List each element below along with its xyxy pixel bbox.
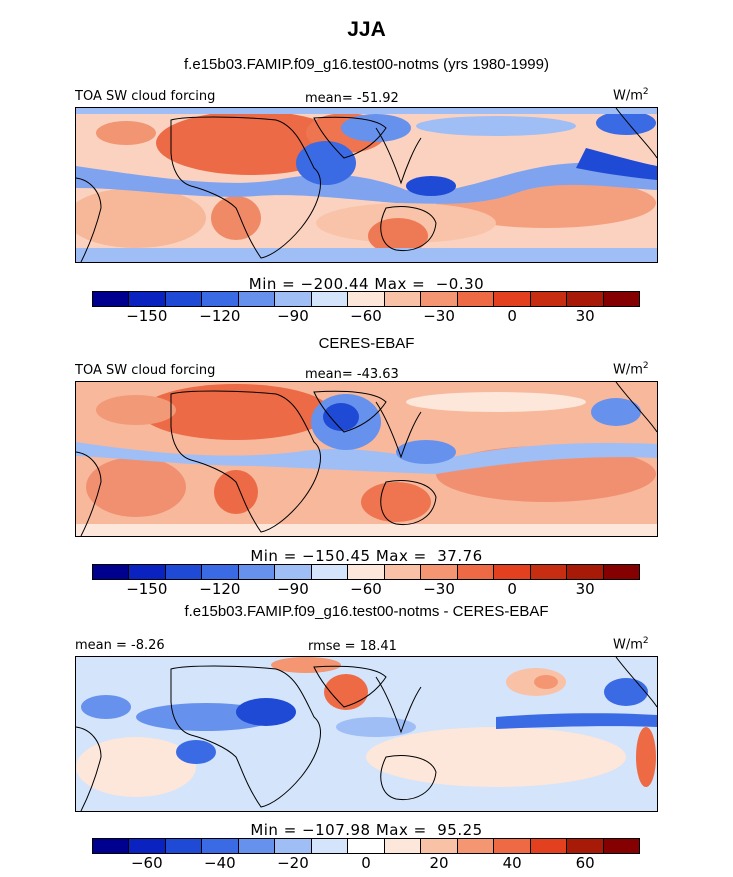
colorbar-swatch xyxy=(311,292,349,306)
colorbar-swatch xyxy=(494,839,531,853)
colorbar-swatch xyxy=(93,839,130,853)
panel-3-mean-label: mean = -8.26 xyxy=(75,638,165,653)
colorbar-swatch xyxy=(530,839,568,853)
colorbar-swatch xyxy=(421,839,458,853)
panel-2-colorbar xyxy=(92,564,640,580)
panel-3-units-exp: 2 xyxy=(642,636,649,646)
panel-1-colorbar-ticks: −150 −120 −90 −60 −30 0 30 xyxy=(0,307,733,327)
panel-1-units: W/m2 xyxy=(613,87,649,103)
colorbar-swatch xyxy=(93,565,130,579)
colorbar-swatch xyxy=(348,292,385,306)
colorbar-swatch xyxy=(202,839,239,853)
panel-1-title: f.e15b03.FAMIP.f09_g16.test00-notms (yrs… xyxy=(184,56,549,73)
panel-3-colorbar-ticks: −60 −40 −20 0 20 40 60 xyxy=(0,854,733,874)
colorbar-tick-label: 0 xyxy=(507,307,517,325)
colorbar-swatch xyxy=(93,292,130,306)
colorbar-swatch xyxy=(567,292,604,306)
colorbar-swatch xyxy=(202,292,239,306)
panel-1-colorbar xyxy=(92,291,640,307)
colorbar-swatch xyxy=(275,565,312,579)
colorbar-swatch xyxy=(530,292,568,306)
panel-3-units: W/m2 xyxy=(613,636,649,652)
panel-2-units-exp: 2 xyxy=(642,361,649,371)
colorbar-tick-label: −90 xyxy=(277,580,309,598)
colorbar-swatch xyxy=(603,565,640,579)
panel-2-map xyxy=(75,381,658,537)
colorbar-swatch xyxy=(275,292,312,306)
colorbar-tick-label: 0 xyxy=(507,580,517,598)
panel-2-mean-label: mean= -43.63 xyxy=(305,367,399,382)
colorbar-swatch xyxy=(165,292,203,306)
colorbar-swatch xyxy=(530,565,568,579)
panel-3-map xyxy=(75,656,658,812)
colorbar-swatch xyxy=(457,839,495,853)
colorbar-swatch xyxy=(311,839,349,853)
panel-2-units-base: W/m xyxy=(613,362,643,378)
colorbar-swatch xyxy=(238,839,276,853)
panel-1-units-base: W/m xyxy=(613,88,643,104)
panel-2-units: W/m2 xyxy=(613,361,649,377)
colorbar-swatch xyxy=(202,565,239,579)
colorbar-tick-label: 40 xyxy=(502,854,522,872)
panel-1-units-exp: 2 xyxy=(642,87,649,97)
colorbar-swatch xyxy=(421,565,458,579)
colorbar-tick-label: −30 xyxy=(423,307,455,325)
panel-1-map xyxy=(75,107,658,263)
colorbar-swatch xyxy=(238,565,276,579)
colorbar-tick-label: −150 xyxy=(126,580,168,598)
panel-3-min-max: Min = −107.98 Max = 95.25 xyxy=(250,821,483,839)
colorbar-tick-label: 60 xyxy=(575,854,595,872)
figure-title: JJA xyxy=(347,18,386,41)
colorbar-swatch xyxy=(494,292,531,306)
colorbar-tick-label: −150 xyxy=(126,307,168,325)
panel-2-title: CERES-EBAF xyxy=(318,335,415,352)
colorbar-swatch xyxy=(567,839,604,853)
panel-2-colorbar-ticks: −150 −120 −90 −60 −30 0 30 xyxy=(0,580,733,600)
colorbar-tick-label: −90 xyxy=(277,307,309,325)
colorbar-swatch xyxy=(384,292,422,306)
colorbar-swatch xyxy=(165,565,203,579)
colorbar-tick-label: −20 xyxy=(277,854,309,872)
panel-1-mean-label: mean= -51.92 xyxy=(305,91,399,106)
panel-3-colorbar xyxy=(92,838,640,854)
colorbar-swatch xyxy=(457,292,495,306)
colorbar-tick-label: 30 xyxy=(575,307,595,325)
colorbar-swatch xyxy=(129,292,166,306)
colorbar-tick-label: −40 xyxy=(204,854,236,872)
colorbar-swatch xyxy=(275,839,312,853)
panel-2-variable-label: TOA SW cloud forcing xyxy=(75,363,216,378)
colorbar-tick-label: 20 xyxy=(429,854,449,872)
colorbar-swatch xyxy=(348,565,385,579)
colorbar-swatch xyxy=(603,839,640,853)
colorbar-tick-label: −60 xyxy=(130,854,163,872)
colorbar-swatch xyxy=(129,565,166,579)
colorbar-swatch xyxy=(567,565,604,579)
colorbar-tick-label: −120 xyxy=(199,580,241,598)
colorbar-swatch xyxy=(603,292,640,306)
colorbar-swatch xyxy=(457,565,495,579)
colorbar-swatch xyxy=(129,839,166,853)
panel-1-variable-label: TOA SW cloud forcing xyxy=(75,89,216,104)
colorbar-tick-label: −120 xyxy=(199,307,241,325)
colorbar-swatch xyxy=(238,292,276,306)
colorbar-tick-label: 30 xyxy=(575,580,595,598)
panel-1-min-max: Min = −200.44 Max = −0.30 xyxy=(248,275,485,293)
panel-2-min-max: Min = −150.45 Max = 37.76 xyxy=(250,547,483,565)
panel-3-rmse-label: rmse = 18.41 xyxy=(308,639,397,654)
colorbar-swatch xyxy=(384,839,422,853)
panel-3-units-base: W/m xyxy=(613,637,643,653)
colorbar-tick-label: −30 xyxy=(423,580,455,598)
colorbar-swatch xyxy=(494,565,531,579)
colorbar-swatch xyxy=(384,565,422,579)
colorbar-swatch xyxy=(165,839,203,853)
colorbar-tick-label: −60 xyxy=(350,580,382,598)
colorbar-swatch xyxy=(421,292,458,306)
colorbar-swatch xyxy=(311,565,349,579)
colorbar-swatch xyxy=(348,839,385,853)
colorbar-tick-label: −60 xyxy=(350,307,382,325)
colorbar-tick-label: 0 xyxy=(361,854,371,872)
panel-3-title: f.e15b03.FAMIP.f09_g16.test00-notms - CE… xyxy=(184,603,549,620)
